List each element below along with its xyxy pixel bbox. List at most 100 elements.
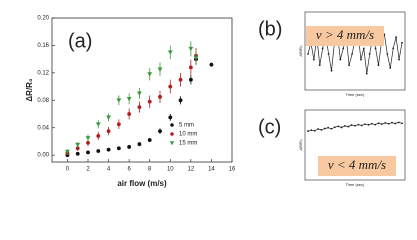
legend-label: 10 mm	[179, 132, 197, 138]
marker	[188, 77, 193, 82]
point	[321, 47, 324, 50]
marker	[116, 98, 122, 103]
x-axis-label: Time (sec)	[346, 92, 365, 97]
point	[359, 58, 362, 61]
marker	[86, 150, 90, 155]
point	[350, 124, 353, 126]
y-tick-label: 0.12	[37, 70, 49, 76]
marker	[106, 147, 111, 152]
legend-label: 15 mm	[179, 141, 197, 147]
point	[397, 121, 400, 124]
y-tick-label: 0.20	[37, 16, 49, 22]
panel-label: (a)	[68, 30, 92, 52]
marker	[106, 115, 111, 120]
x-tick-label: 14	[208, 167, 215, 173]
marker	[95, 122, 101, 127]
marker	[167, 50, 173, 55]
point	[333, 126, 336, 129]
point	[330, 69, 333, 72]
point	[312, 58, 315, 61]
marker	[137, 105, 142, 110]
point	[318, 64, 321, 67]
x-tick-label: 2	[86, 167, 90, 173]
point	[323, 127, 326, 130]
marker	[106, 129, 111, 134]
marker	[147, 99, 152, 104]
marker	[116, 122, 121, 127]
point	[347, 125, 350, 128]
point	[344, 125, 346, 127]
point	[389, 67, 392, 69]
marker	[168, 115, 173, 120]
marker	[158, 94, 162, 99]
marker	[75, 146, 80, 151]
marker	[147, 138, 152, 142]
marker	[65, 149, 70, 155]
point	[370, 122, 373, 125]
marker	[85, 136, 91, 141]
annotation: v > 4 mm/s	[316, 27, 374, 42]
panel-label: (c)	[258, 116, 281, 138]
point	[398, 58, 400, 61]
marker	[75, 142, 81, 148]
point	[330, 127, 333, 130]
x-tick-label: 10	[167, 167, 174, 173]
point	[362, 47, 365, 50]
marker	[127, 144, 132, 149]
marker	[96, 149, 101, 153]
marker	[168, 84, 173, 89]
marker	[116, 146, 121, 151]
marker	[75, 151, 80, 156]
point	[320, 128, 323, 131]
marker	[193, 55, 199, 61]
point	[357, 123, 360, 126]
y-axis-label: ΔR/R₀	[25, 78, 34, 102]
marker	[147, 72, 153, 77]
panel-label: (b)	[258, 18, 282, 40]
point	[401, 122, 403, 125]
point	[377, 122, 380, 125]
point	[354, 124, 356, 127]
point	[367, 123, 370, 126]
point	[391, 121, 393, 124]
point	[374, 47, 377, 50]
point	[395, 36, 398, 39]
point	[387, 122, 390, 125]
marker	[188, 46, 194, 52]
plot-frame	[304, 11, 406, 91]
x-axis-label: Time (sec)	[346, 182, 365, 187]
marker	[158, 129, 162, 134]
point	[380, 123, 383, 126]
point	[360, 124, 363, 127]
point	[394, 122, 397, 125]
marker	[178, 98, 183, 103]
point	[374, 123, 377, 126]
point	[310, 129, 313, 132]
y-axis-label: ΔR/R₀	[298, 139, 303, 151]
point	[340, 126, 343, 129]
point	[384, 121, 387, 124]
marker	[86, 140, 90, 145]
point	[351, 53, 353, 55]
x-tick-label: 6	[127, 167, 131, 173]
point	[339, 58, 342, 61]
point	[342, 47, 345, 50]
point	[368, 53, 371, 55]
point	[337, 125, 340, 128]
marker	[126, 96, 132, 102]
figure: 0 2 4 6 8 10 12 14 16 0.00 0.04 0.08 0.12 0.16 0.20 air…	[25, 11, 406, 188]
point	[401, 41, 403, 44]
annotation-box	[318, 156, 396, 176]
marker	[137, 142, 142, 147]
plot-frame	[304, 109, 406, 181]
marker	[157, 67, 163, 72]
point	[307, 53, 309, 55]
y-tick-label: 0.16	[37, 43, 49, 49]
point	[392, 47, 395, 50]
y-tick-label: 0.04	[37, 125, 49, 131]
point	[327, 126, 330, 129]
x-tick-label: 0	[66, 167, 70, 173]
y-tick-label: 0.08	[37, 98, 49, 104]
annotation-box	[306, 26, 384, 46]
x-tick-label: 4	[107, 167, 111, 173]
